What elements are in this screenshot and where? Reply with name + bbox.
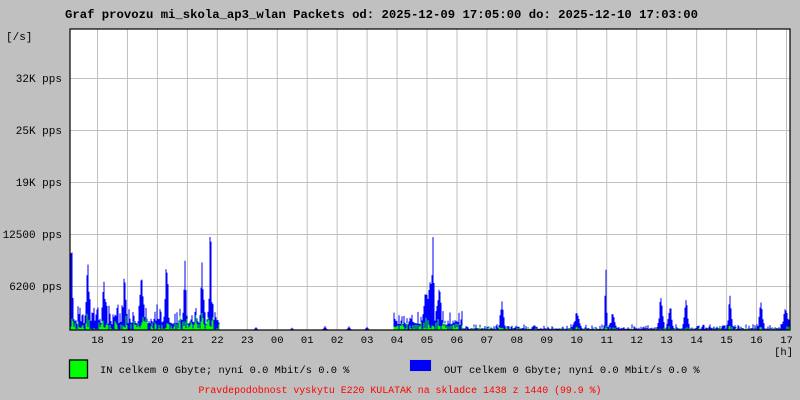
svg-text:10: 10	[570, 335, 583, 347]
svg-text:19K pps: 19K pps	[16, 178, 62, 190]
svg-text:6200 pps: 6200 pps	[9, 282, 62, 294]
svg-text:25K pps: 25K pps	[16, 126, 62, 138]
svg-text:00: 00	[271, 335, 284, 347]
svg-text:06: 06	[451, 335, 464, 347]
svg-text:07: 07	[481, 335, 494, 347]
svg-text:32K pps: 32K pps	[16, 74, 62, 86]
svg-text:19: 19	[121, 335, 134, 347]
svg-text:12: 12	[630, 335, 643, 347]
svg-text:12500 pps: 12500 pps	[3, 230, 62, 242]
svg-text:15: 15	[720, 335, 733, 347]
svg-text:IN celkem 0 Gbyte; nyní 0: IN celkem 0 Gbyte; nyní 0.0 Mbit/s 0.0 %	[100, 365, 350, 377]
svg-text:[/s]: [/s]	[6, 32, 32, 44]
svg-text:23: 23	[241, 335, 254, 347]
svg-text:16: 16	[750, 335, 763, 347]
svg-text:Pravdepodobnost vyskytu E220 K: Pravdepodobnost vyskytu E220 KULATAK na …	[199, 385, 602, 396]
svg-text:05: 05	[421, 335, 434, 347]
svg-text:11: 11	[600, 335, 613, 347]
svg-text:22: 22	[211, 335, 224, 347]
svg-text:09: 09	[541, 335, 554, 347]
svg-text:Graf provozu mi_skola_ap3_wlan: Graf provozu mi_skola_ap3_wlan Packets o…	[65, 8, 698, 22]
svg-text:02: 02	[331, 335, 344, 347]
svg-text:21: 21	[181, 335, 194, 347]
svg-text:04: 04	[391, 335, 404, 347]
svg-text:[h]: [h]	[774, 347, 793, 359]
svg-text:17: 17	[780, 335, 793, 347]
svg-text:20: 20	[151, 335, 164, 347]
svg-text:03: 03	[361, 335, 374, 347]
svg-text:08: 08	[511, 335, 524, 347]
svg-text:01: 01	[301, 335, 314, 347]
svg-text:14: 14	[690, 335, 703, 347]
svg-text:13: 13	[660, 335, 673, 347]
svg-text:18: 18	[91, 335, 104, 347]
svg-text:OUT celkem 0 Gbyte; nyní: OUT celkem 0 Gbyte; nyní 0.0 Mbit/s 0.0 …	[444, 365, 700, 377]
